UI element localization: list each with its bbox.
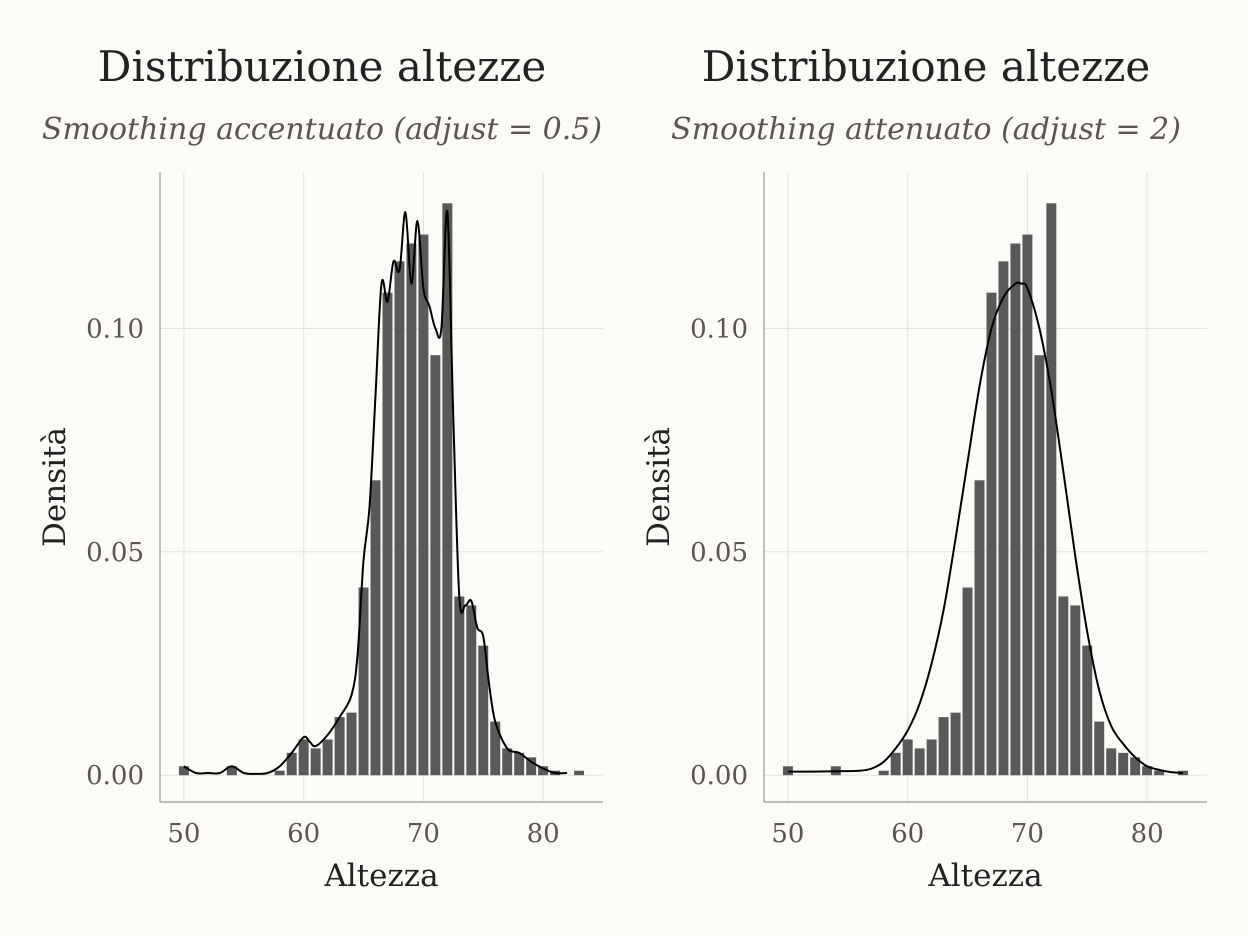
histogram-bar bbox=[178, 766, 189, 776]
chart-subtitle: Smoothing accentuato (adjust = 0.5) bbox=[42, 112, 602, 147]
y-tick-label: 0.05 bbox=[690, 538, 748, 568]
histogram-bar bbox=[538, 766, 549, 776]
histogram-bar bbox=[226, 766, 237, 776]
y-tick-label: 0.10 bbox=[86, 314, 144, 344]
histogram-bar bbox=[490, 721, 501, 776]
chart-panel-2: Distribuzione altezze Smoothing attenuato… bbox=[641, 42, 1207, 894]
histogram-bar bbox=[914, 748, 925, 776]
histogram-bar bbox=[430, 355, 441, 776]
histogram-bar bbox=[902, 739, 913, 776]
histogram-bar bbox=[442, 203, 453, 776]
histogram-bar bbox=[1034, 355, 1045, 776]
histogram-bar bbox=[1142, 766, 1153, 776]
x-axis-title: Altezza bbox=[323, 858, 438, 894]
density-curve bbox=[183, 209, 568, 775]
histogram-bar bbox=[406, 243, 417, 776]
histogram-bar bbox=[502, 748, 513, 776]
histogram-bar bbox=[974, 480, 985, 776]
chart-panel-1: Distribuzione altezze Smoothing accentuat… bbox=[37, 42, 603, 894]
histogram-bar bbox=[926, 739, 937, 776]
histogram-bar bbox=[878, 770, 889, 776]
y-axis-title: Densità bbox=[641, 427, 677, 547]
histogram-bar bbox=[1070, 605, 1081, 776]
histogram-bar bbox=[286, 752, 297, 776]
histogram-bar bbox=[274, 770, 285, 776]
y-tick-label: 0.00 bbox=[690, 761, 748, 791]
histogram-bar bbox=[526, 757, 537, 776]
chart-subtitle: Smoothing attenuato (adjust = 2) bbox=[671, 112, 1181, 147]
y-axis-title: Densità bbox=[37, 427, 73, 547]
histogram-bar bbox=[478, 645, 489, 776]
histogram-bar bbox=[1094, 721, 1105, 776]
density-curve bbox=[787, 281, 1184, 774]
x-tick-label: 50 bbox=[771, 819, 804, 849]
histogram-bar bbox=[998, 261, 1009, 776]
gridlines bbox=[160, 172, 603, 802]
chart-title: Distribuzione altezze bbox=[98, 42, 546, 91]
x-tick-label: 80 bbox=[527, 819, 560, 849]
histogram-bar bbox=[334, 717, 345, 776]
chart-title: Distribuzione altezze bbox=[702, 42, 1150, 91]
histogram-bar bbox=[890, 752, 901, 776]
histogram-bar bbox=[986, 292, 997, 776]
histogram-bars bbox=[178, 203, 585, 776]
histogram-bar bbox=[382, 292, 393, 776]
histogram-bar bbox=[574, 770, 585, 776]
histogram-bar bbox=[1010, 243, 1021, 776]
histogram-bar bbox=[962, 587, 973, 776]
y-tick-label: 0.10 bbox=[690, 314, 748, 344]
x-tick-label: 50 bbox=[167, 819, 200, 849]
histogram-bar bbox=[1058, 596, 1069, 776]
histogram-bar bbox=[322, 739, 333, 776]
y-tick-label: 0.05 bbox=[86, 538, 144, 568]
histogram-bars bbox=[782, 203, 1189, 776]
histogram-bar bbox=[418, 234, 429, 776]
histogram-bar bbox=[1106, 748, 1117, 776]
histogram-bar bbox=[298, 739, 309, 776]
x-axis-title: Altezza bbox=[927, 858, 1042, 894]
histogram-bar bbox=[1130, 757, 1141, 776]
x-tick-label: 60 bbox=[891, 819, 924, 849]
histogram-bar bbox=[466, 605, 477, 776]
histogram-bar bbox=[1022, 234, 1033, 776]
x-tick-label: 60 bbox=[287, 819, 320, 849]
histogram-bar bbox=[950, 712, 961, 776]
histogram-bar bbox=[310, 748, 321, 776]
histogram-bar bbox=[1154, 770, 1165, 776]
histogram-bar bbox=[1118, 752, 1129, 776]
histogram-bar bbox=[454, 596, 465, 776]
histogram-bar bbox=[370, 480, 381, 776]
histogram-bar bbox=[1046, 203, 1057, 776]
histogram-bar bbox=[938, 717, 949, 776]
x-tick-label: 80 bbox=[1131, 819, 1164, 849]
y-tick-label: 0.00 bbox=[86, 761, 144, 791]
histogram-bar bbox=[514, 752, 525, 776]
x-tick-label: 70 bbox=[1011, 819, 1044, 849]
x-tick-label: 70 bbox=[407, 819, 440, 849]
histogram-bar bbox=[346, 712, 357, 776]
histogram-bar bbox=[394, 261, 405, 776]
histogram-bar bbox=[358, 587, 369, 776]
gridlines bbox=[764, 172, 1207, 802]
histogram-bar bbox=[1082, 645, 1093, 776]
